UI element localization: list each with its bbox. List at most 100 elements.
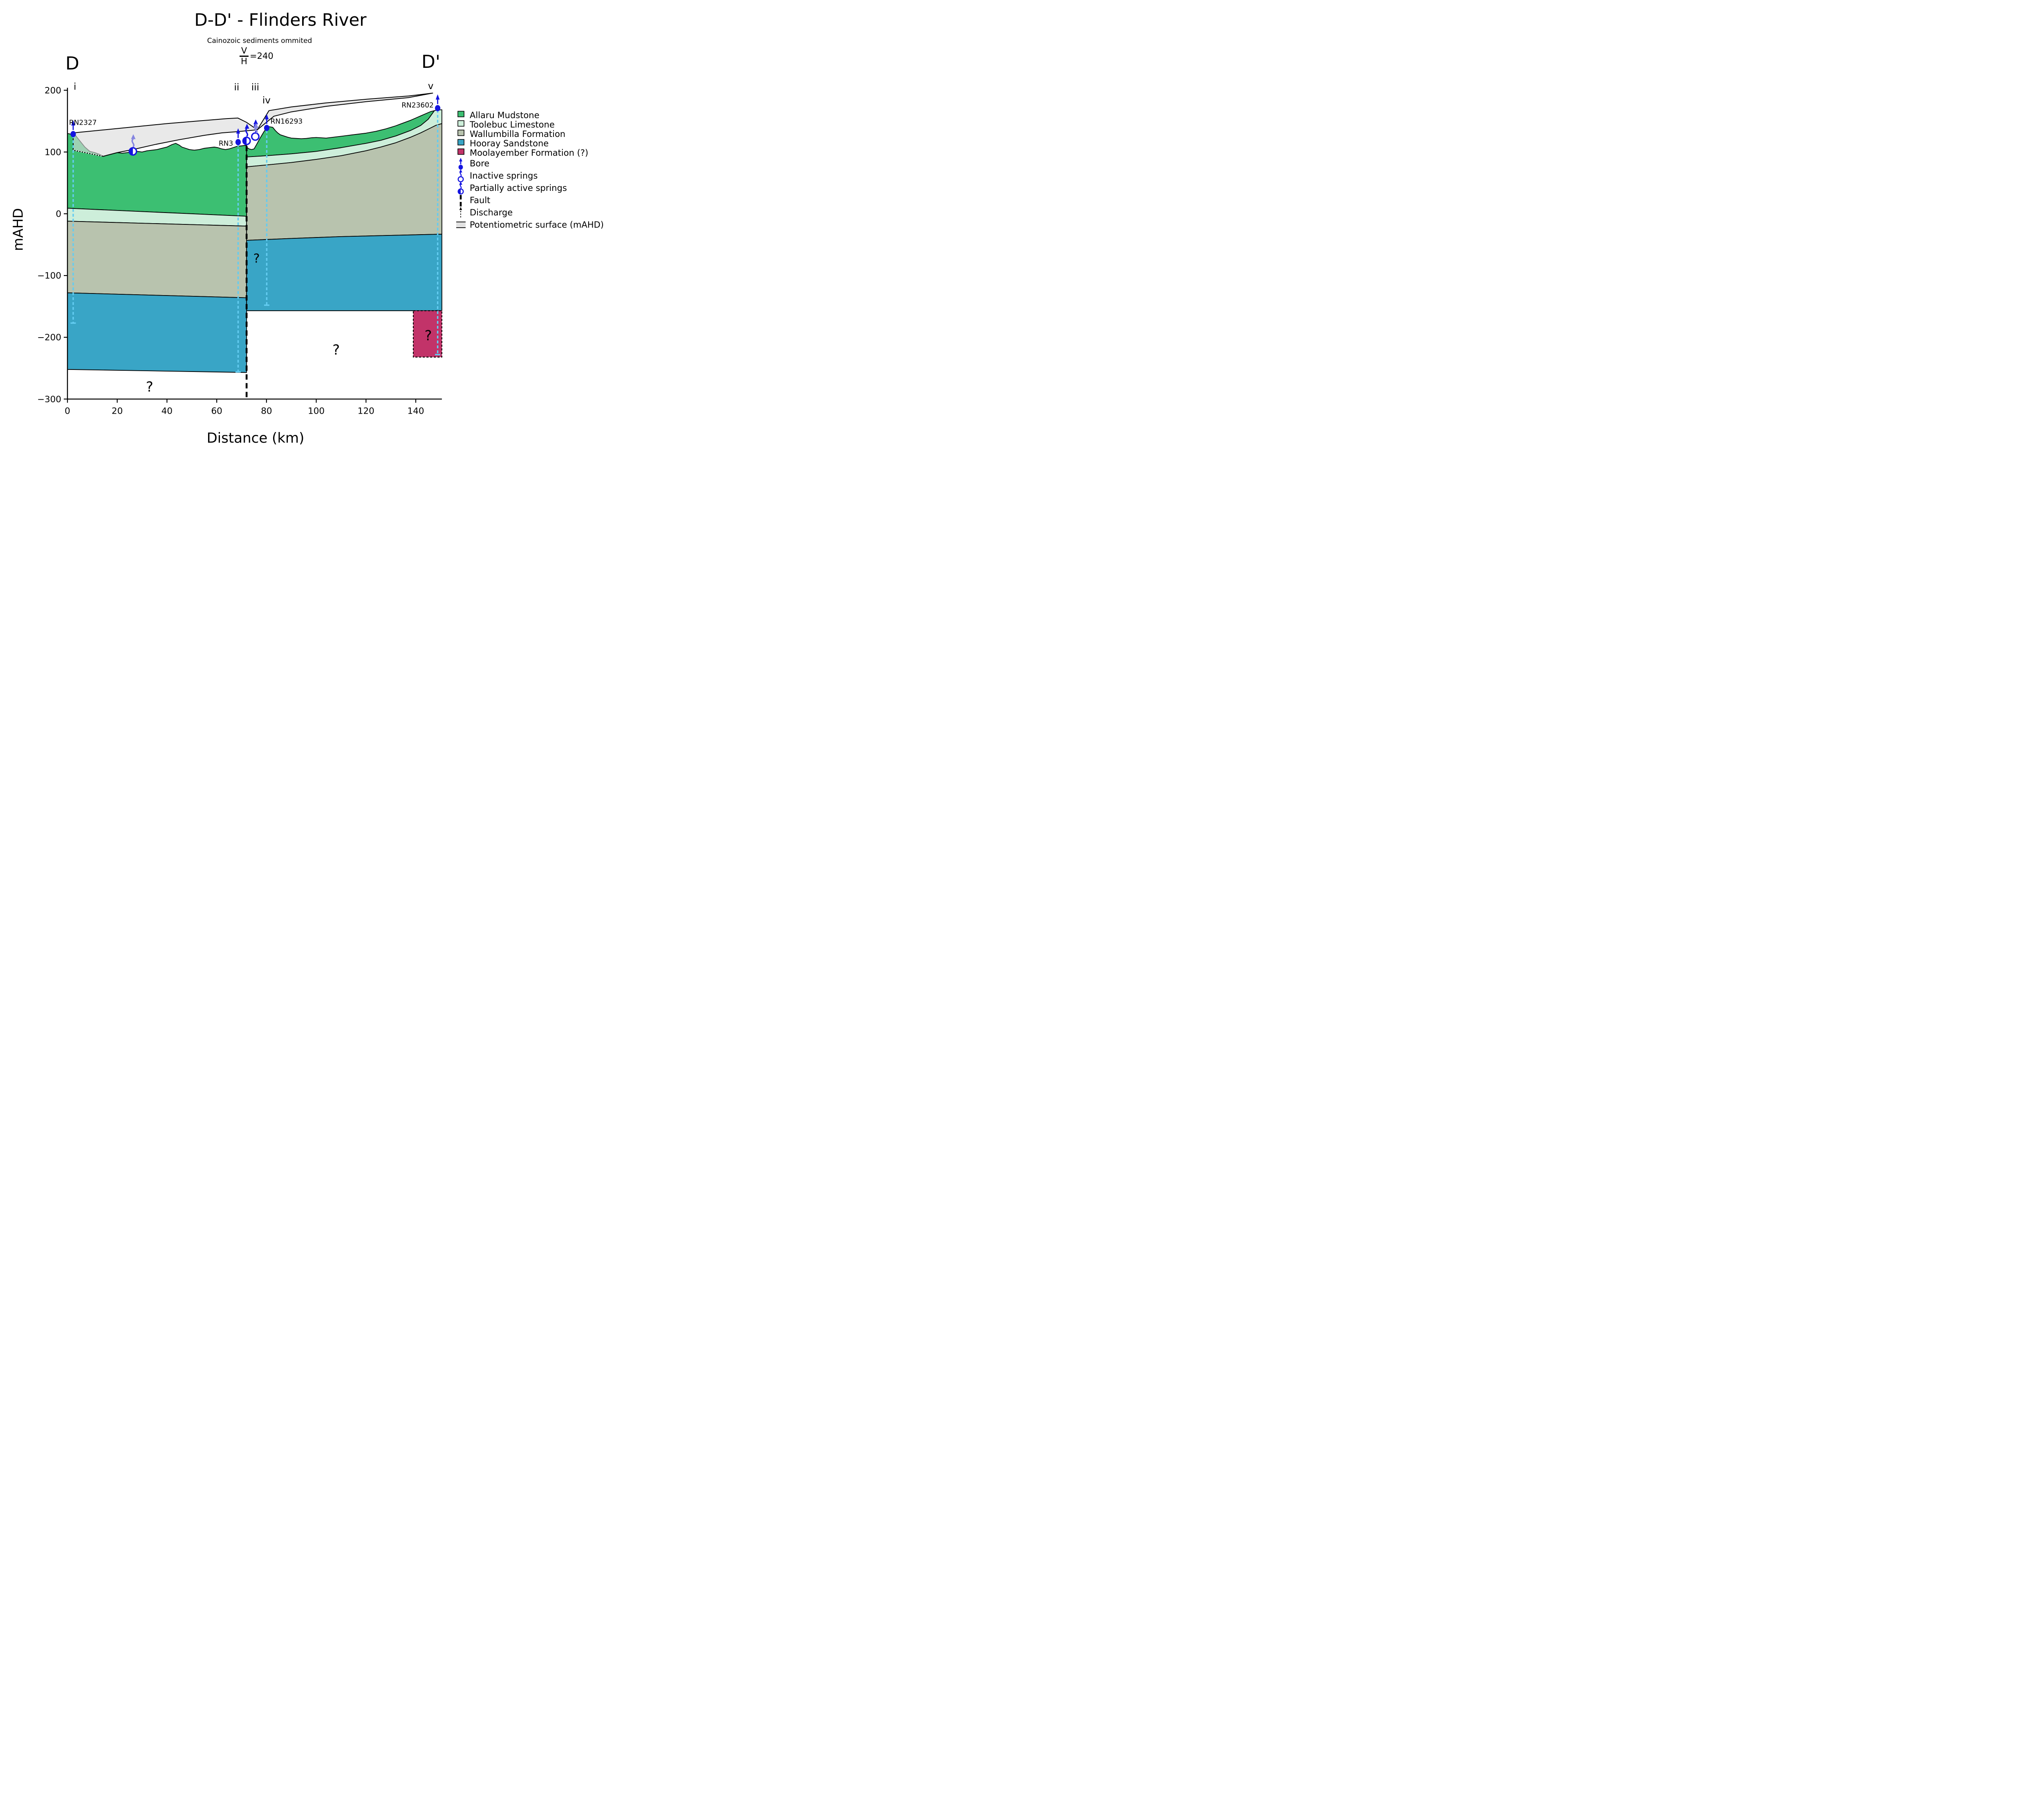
- grey-fill: [456, 222, 466, 228]
- legend: Allaru Mudstone Toolebuc Limestone Wallumb…: [455, 110, 633, 231]
- legend-item-wallumbilla-formation: Wallumbilla Formation: [455, 129, 633, 139]
- figure-canvas: RN2327 RN3 RN16293 RN23602???? i ii iii iv v 200 1…: [0, 0, 633, 451]
- bore-circle: [458, 165, 463, 170]
- bore-arrow-RN3-head: [236, 128, 240, 134]
- x-axis-label: Distance (km): [206, 430, 305, 446]
- bore-icon: [458, 158, 463, 170]
- legend-item-discharge: Discharge: [455, 206, 633, 219]
- x-tick-label-80: 80: [261, 406, 272, 416]
- legend-swatch-icon: [457, 120, 464, 127]
- y-tick-label-100: 100: [45, 147, 61, 157]
- half-fill: [458, 189, 461, 194]
- layer-wallumbilla-west: [67, 221, 247, 298]
- spring-partially_active-0-head: [131, 134, 136, 139]
- vh-denominator: H: [241, 56, 247, 66]
- bore-arrow-RN23602-head: [435, 94, 440, 100]
- layer-hooray-east: [246, 234, 442, 311]
- legend-label: Toolebuc Limestone: [470, 119, 555, 130]
- page-title: D-D' - Flinders River: [194, 10, 367, 30]
- legend-label: Inactive springs: [470, 171, 538, 181]
- bore-arrow-RN2327-head: [71, 120, 75, 126]
- x-tick-label-100: 100: [308, 406, 325, 416]
- legend-label: Moolayember Formation (?): [470, 148, 589, 158]
- arrow-head: [459, 181, 462, 185]
- swatch-rect: [457, 130, 464, 136]
- discharge-icon: [459, 207, 462, 219]
- roman-numeral-ii: ii: [234, 82, 239, 93]
- x-tick-label-120: 120: [358, 406, 374, 416]
- squiggle: [459, 172, 462, 177]
- legend-label: Discharge: [470, 208, 513, 217]
- section-marker-d: D: [65, 53, 79, 74]
- subtitle: Cainozoic sediments ommited: [207, 37, 312, 45]
- vh-ratio: V H =240: [240, 47, 273, 66]
- bore-icon-RN16293: [264, 125, 270, 131]
- discharge-head: [253, 123, 259, 128]
- y-tick-label-200: 200: [45, 85, 61, 96]
- legend-item-partially-active-springs: Partially active springs: [455, 181, 633, 195]
- x-tick-label-20: 20: [112, 406, 123, 416]
- y-tick-label--200: −200: [37, 333, 61, 343]
- bore-arrow-RN16293-head: [264, 114, 269, 119]
- bore-icon-RN2327: [70, 131, 76, 137]
- swatch-rect: [457, 111, 464, 117]
- vh-fraction: V H: [240, 47, 249, 66]
- spring-partially_active-0-squiggle: [131, 138, 135, 148]
- question-mark-3: ?: [424, 328, 432, 344]
- legend-swatch-icon: [457, 148, 464, 155]
- y-axis-label: mAHD: [10, 208, 26, 251]
- layer-hooray-west: [67, 292, 247, 373]
- swatch-rect: [457, 120, 464, 127]
- spring-partially_active-1-squiggle: [245, 128, 249, 137]
- roman-numeral-v: v: [428, 81, 434, 92]
- legend-label: Potentiometric surface (mAHD): [470, 220, 604, 230]
- spring-circle: [457, 176, 464, 182]
- squiggle: [459, 184, 462, 189]
- legend-label: Partially active springs: [470, 183, 567, 193]
- y-tick-label--300: −300: [37, 394, 61, 405]
- bore-label-RN16293: RN16293: [271, 117, 303, 125]
- potentiometric-hidden-edge: [73, 150, 103, 157]
- arrow-head: [459, 169, 462, 172]
- x-tick-label-0: 0: [65, 406, 70, 416]
- partially-active-spring-icon: [457, 181, 464, 195]
- spring-inactive-2-head: [253, 119, 258, 125]
- legend-label: Fault: [470, 195, 491, 205]
- swatch-rect: [457, 139, 464, 146]
- bore-label-RN3: RN3: [219, 140, 233, 148]
- layer-moolayember: [412, 310, 443, 358]
- bore-label-RN2327: RN2327: [69, 119, 97, 127]
- legend-label: Allaru Mudstone: [470, 110, 540, 120]
- bore-icon-RN23602: [435, 105, 441, 112]
- bore-icon-RN3: [235, 139, 241, 146]
- roman-numeral-i: i: [74, 82, 76, 92]
- y-tick-label-0: 0: [56, 209, 61, 219]
- roman-numeral-iii: iii: [251, 82, 259, 93]
- y-tick-label--100: −100: [37, 271, 61, 281]
- legend-swatch-icon: [457, 130, 464, 136]
- legend-label: Wallumbilla Formation: [470, 129, 566, 139]
- swatch-rect: [457, 148, 464, 155]
- x-tick-label-60: 60: [211, 406, 222, 416]
- vh-value: =240: [250, 51, 273, 61]
- legend-swatch-icon: [457, 111, 464, 117]
- fraction-bar: [240, 56, 249, 57]
- legend-item-inactive-springs: Inactive springs: [455, 169, 633, 182]
- potentiometric-surface-icon: [456, 222, 466, 228]
- fault-icon: [459, 195, 462, 206]
- legend-label: Hooray Sandstone: [470, 138, 549, 148]
- question-mark-1: ?: [253, 251, 260, 266]
- bore-label-RN23602: RN23602: [401, 101, 434, 110]
- question-mark-2: ?: [332, 342, 340, 358]
- question-mark-0: ?: [146, 379, 153, 395]
- vh-numerator: V: [241, 46, 247, 56]
- legend-item-allaru-mudstone: Allaru Mudstone: [455, 110, 633, 120]
- arrow-head: [459, 207, 462, 210]
- legend-item-moolayember-formation: Moolayember Formation (?): [455, 148, 633, 158]
- inactive-spring-icon: [457, 169, 464, 182]
- x-tick-label-40: 40: [161, 406, 173, 416]
- legend-item-fault: Fault: [455, 194, 633, 206]
- x-tick-label-140: 140: [408, 406, 424, 416]
- legend-item-bore: Bore: [455, 157, 633, 170]
